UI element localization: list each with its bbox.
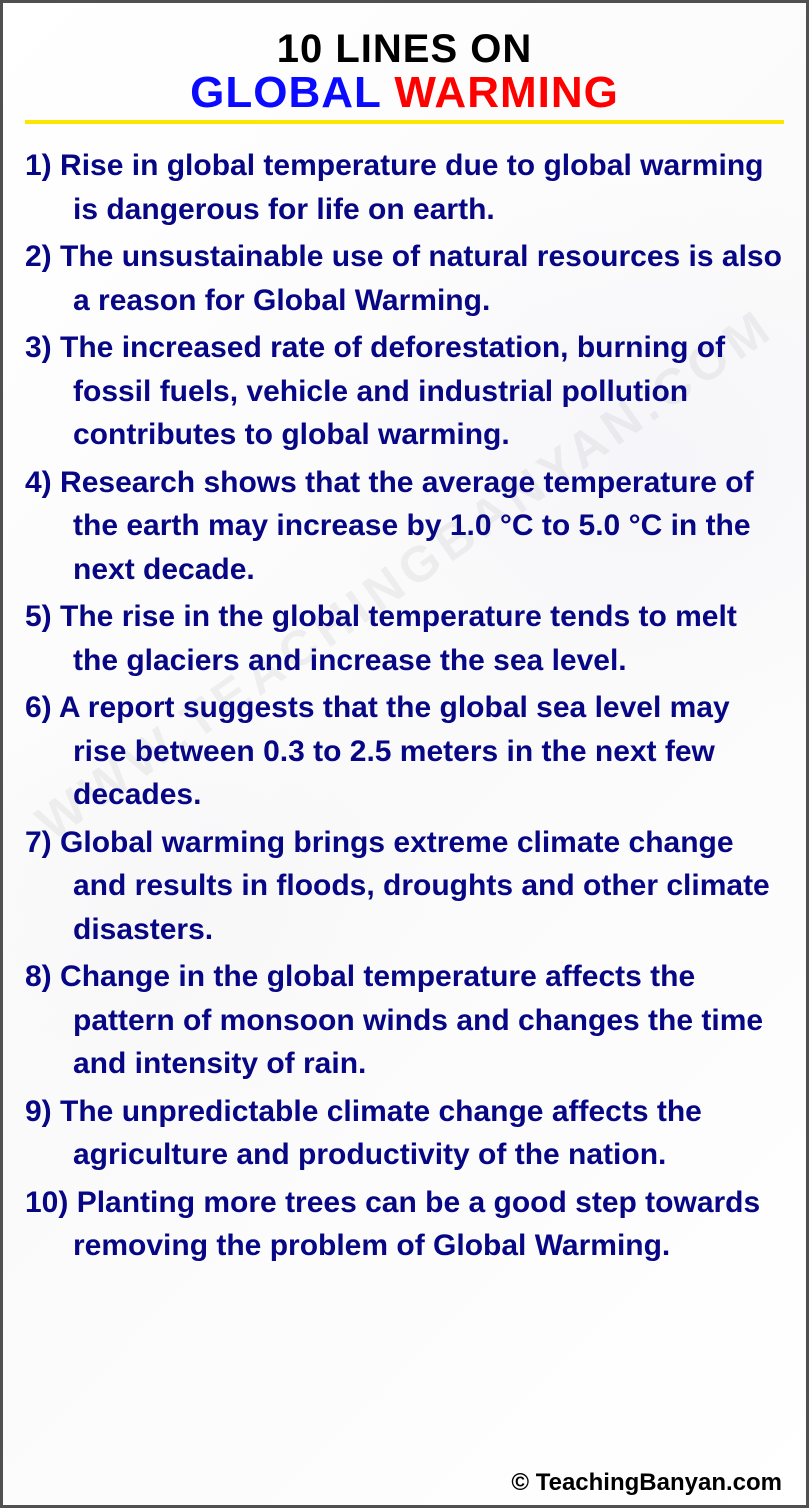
item-number: 3) [25, 331, 52, 364]
title-line-2: GLOBAL WARMING [25, 68, 784, 124]
footer-credit: © TeachingBanyan.com [511, 1469, 782, 1497]
content-container: 10 LINES ON GLOBAL WARMING 1) Rise in gl… [25, 27, 784, 1268]
item-number: 10) [25, 1186, 68, 1219]
item-number: 1) [25, 149, 52, 182]
item-number: 6) [25, 691, 52, 724]
list-item: 2) The unsustainable use of natural reso… [25, 235, 784, 322]
item-text: The unsustainable use of natural resourc… [60, 240, 782, 317]
item-text: Research shows that the average temperat… [60, 466, 754, 586]
list-item: 5) The rise in the global temperature te… [25, 595, 784, 682]
item-text: Change in the global temperature affects… [60, 960, 763, 1080]
item-text: The rise in the global temperature tends… [60, 600, 737, 677]
title-line-1: 10 LINES ON [25, 27, 784, 72]
item-text: The increased rate of deforestation, bur… [60, 331, 725, 451]
item-text: Rise in global temperature due to global… [60, 149, 763, 226]
item-text: A report suggests that the global sea le… [59, 691, 730, 811]
list-item: 1) Rise in global temperature due to glo… [25, 144, 784, 231]
points-list: 1) Rise in global temperature due to glo… [25, 144, 784, 1268]
item-text: The unpredictable climate change affects… [60, 1095, 702, 1172]
list-item: 8) Change in the global temperature affe… [25, 955, 784, 1086]
item-number: 8) [25, 960, 52, 993]
title-word-global: GLOBAL [190, 68, 381, 117]
list-item: 9) The unpredictable climate change affe… [25, 1090, 784, 1177]
list-item: 6) A report suggests that the global sea… [25, 686, 784, 817]
item-text: Planting more trees can be a good step t… [73, 1186, 760, 1263]
item-number: 7) [25, 826, 52, 859]
list-item: 4) Research shows that the average tempe… [25, 461, 784, 592]
item-number: 9) [25, 1095, 52, 1128]
list-item: 3) The increased rate of deforestation, … [25, 326, 784, 457]
item-number: 5) [25, 600, 52, 633]
list-item: 10) Planting more trees can be a good st… [25, 1181, 784, 1268]
list-item: 7) Global warming brings extreme climate… [25, 821, 784, 952]
item-number: 4) [25, 466, 52, 499]
item-number: 2) [25, 240, 52, 273]
title-word-warming: WARMING [394, 68, 619, 117]
item-text: Global warming brings extreme climate ch… [60, 826, 770, 946]
